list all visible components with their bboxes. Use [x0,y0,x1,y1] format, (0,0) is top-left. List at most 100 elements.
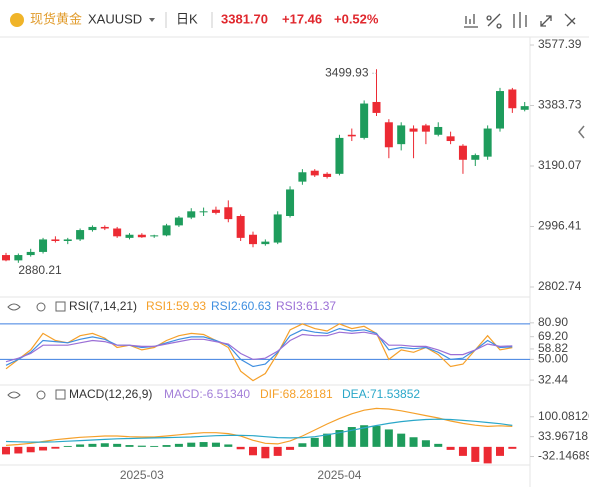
rsi-title: RSI(7,14,21) [69,299,137,313]
y-tick-label: 58.82 [538,341,568,355]
symbol-title[interactable]: 现货黄金 [30,11,82,26]
y-tick-label: 3383.73 [538,98,582,112]
expand-button[interactable] [540,15,552,27]
histogram-bar [397,433,406,447]
candle-body [249,234,257,245]
symbol-code[interactable]: XAUUSD [88,11,142,26]
candle-body [150,235,159,237]
y-tick-label: 2996.41 [538,219,582,233]
histogram-bar [236,446,245,450]
candle-body [211,209,220,213]
dropdown-arrow[interactable] [149,18,155,22]
histogram-bar [434,443,443,447]
y-tick-label: 32.44 [538,372,568,386]
candle-body [125,234,134,238]
histogram-bar [360,425,369,447]
histogram-bar [100,443,109,447]
candle-body [187,211,196,218]
series-line [5,331,513,363]
histogram-bar [211,442,220,447]
histogram-bar [458,446,467,456]
candle-body [446,136,455,142]
histogram-bar [496,446,504,456]
candle-body [323,173,332,177]
rsi-controls [7,301,66,312]
candle-body [520,106,529,110]
candle-body [434,126,443,135]
histogram-bar [125,445,134,447]
candle-body [76,230,85,240]
histogram-bar [174,443,183,447]
histogram-bar [298,443,307,447]
candle-body [14,255,23,261]
histogram-bar [162,445,171,447]
histogram-bar [384,429,393,447]
series-line [5,407,513,446]
histogram-bar [63,445,72,447]
legend-entry: MACD:-6.51340 [164,387,250,401]
histogram-bar [286,446,295,450]
x-tick-label: 2025-04 [317,468,361,482]
candle-body [483,128,492,157]
candle-body [137,234,146,238]
candle-body [310,170,319,176]
histogram-bar [88,443,97,447]
candle-body [273,214,282,243]
candle-body [360,103,369,138]
symbol-icon [10,13,24,27]
settings-icon[interactable] [36,302,46,312]
candle-body [458,145,467,160]
compare-button[interactable] [486,13,502,29]
candle-body [39,239,48,252]
y-tick-label: 50.00 [538,352,568,366]
histogram-bar [249,446,257,456]
histogram-bar [508,446,517,449]
price: 3381.70 [221,11,268,26]
candle-body [508,89,517,109]
candle-body [26,251,35,256]
histogram-bar [199,442,208,447]
checkbox[interactable] [55,389,66,400]
histogram-bar [335,430,344,447]
histogram-bar [446,446,455,450]
candle-body [162,225,171,236]
x-tick-label: 2025-03 [120,468,164,482]
histogram-bar [113,443,122,447]
candle-body [397,125,406,145]
checkbox[interactable] [55,301,66,312]
high-annotation: 3499.93 [325,65,369,79]
candle-body [236,216,245,238]
eye-icon[interactable] [7,303,21,311]
histogram-bar [347,427,356,447]
candle-body [286,189,295,217]
histogram-bar [471,446,480,462]
change-pct: +0.52% [334,11,379,26]
histogram-bar [187,442,196,447]
collapse-arrow[interactable] [578,125,585,139]
candle-body [384,122,393,148]
series-line [5,327,513,368]
histogram-bar [137,445,146,447]
histogram-bar [310,437,319,447]
candle-body [347,134,356,137]
candle-body [88,226,97,231]
eye-icon[interactable] [7,391,21,399]
settings-icon[interactable] [36,390,46,400]
candle-body [298,172,307,182]
candle-body [421,125,430,132]
candle-body [174,217,183,226]
period[interactable]: 日K [176,11,198,26]
histogram-bar [261,446,270,459]
chart-type-button[interactable] [513,12,527,28]
histogram-bar [323,433,332,447]
legend-entry: DIF:68.28181 [260,387,333,401]
histogram-bar [409,437,418,447]
indicator-button[interactable] [464,14,478,28]
histogram-bar [372,425,381,447]
candle-body [409,128,418,132]
series-line [5,418,513,443]
histogram-bar [2,446,10,455]
histogram-bar [273,446,282,456]
close-button[interactable] [564,13,576,27]
candle-body [335,137,344,174]
